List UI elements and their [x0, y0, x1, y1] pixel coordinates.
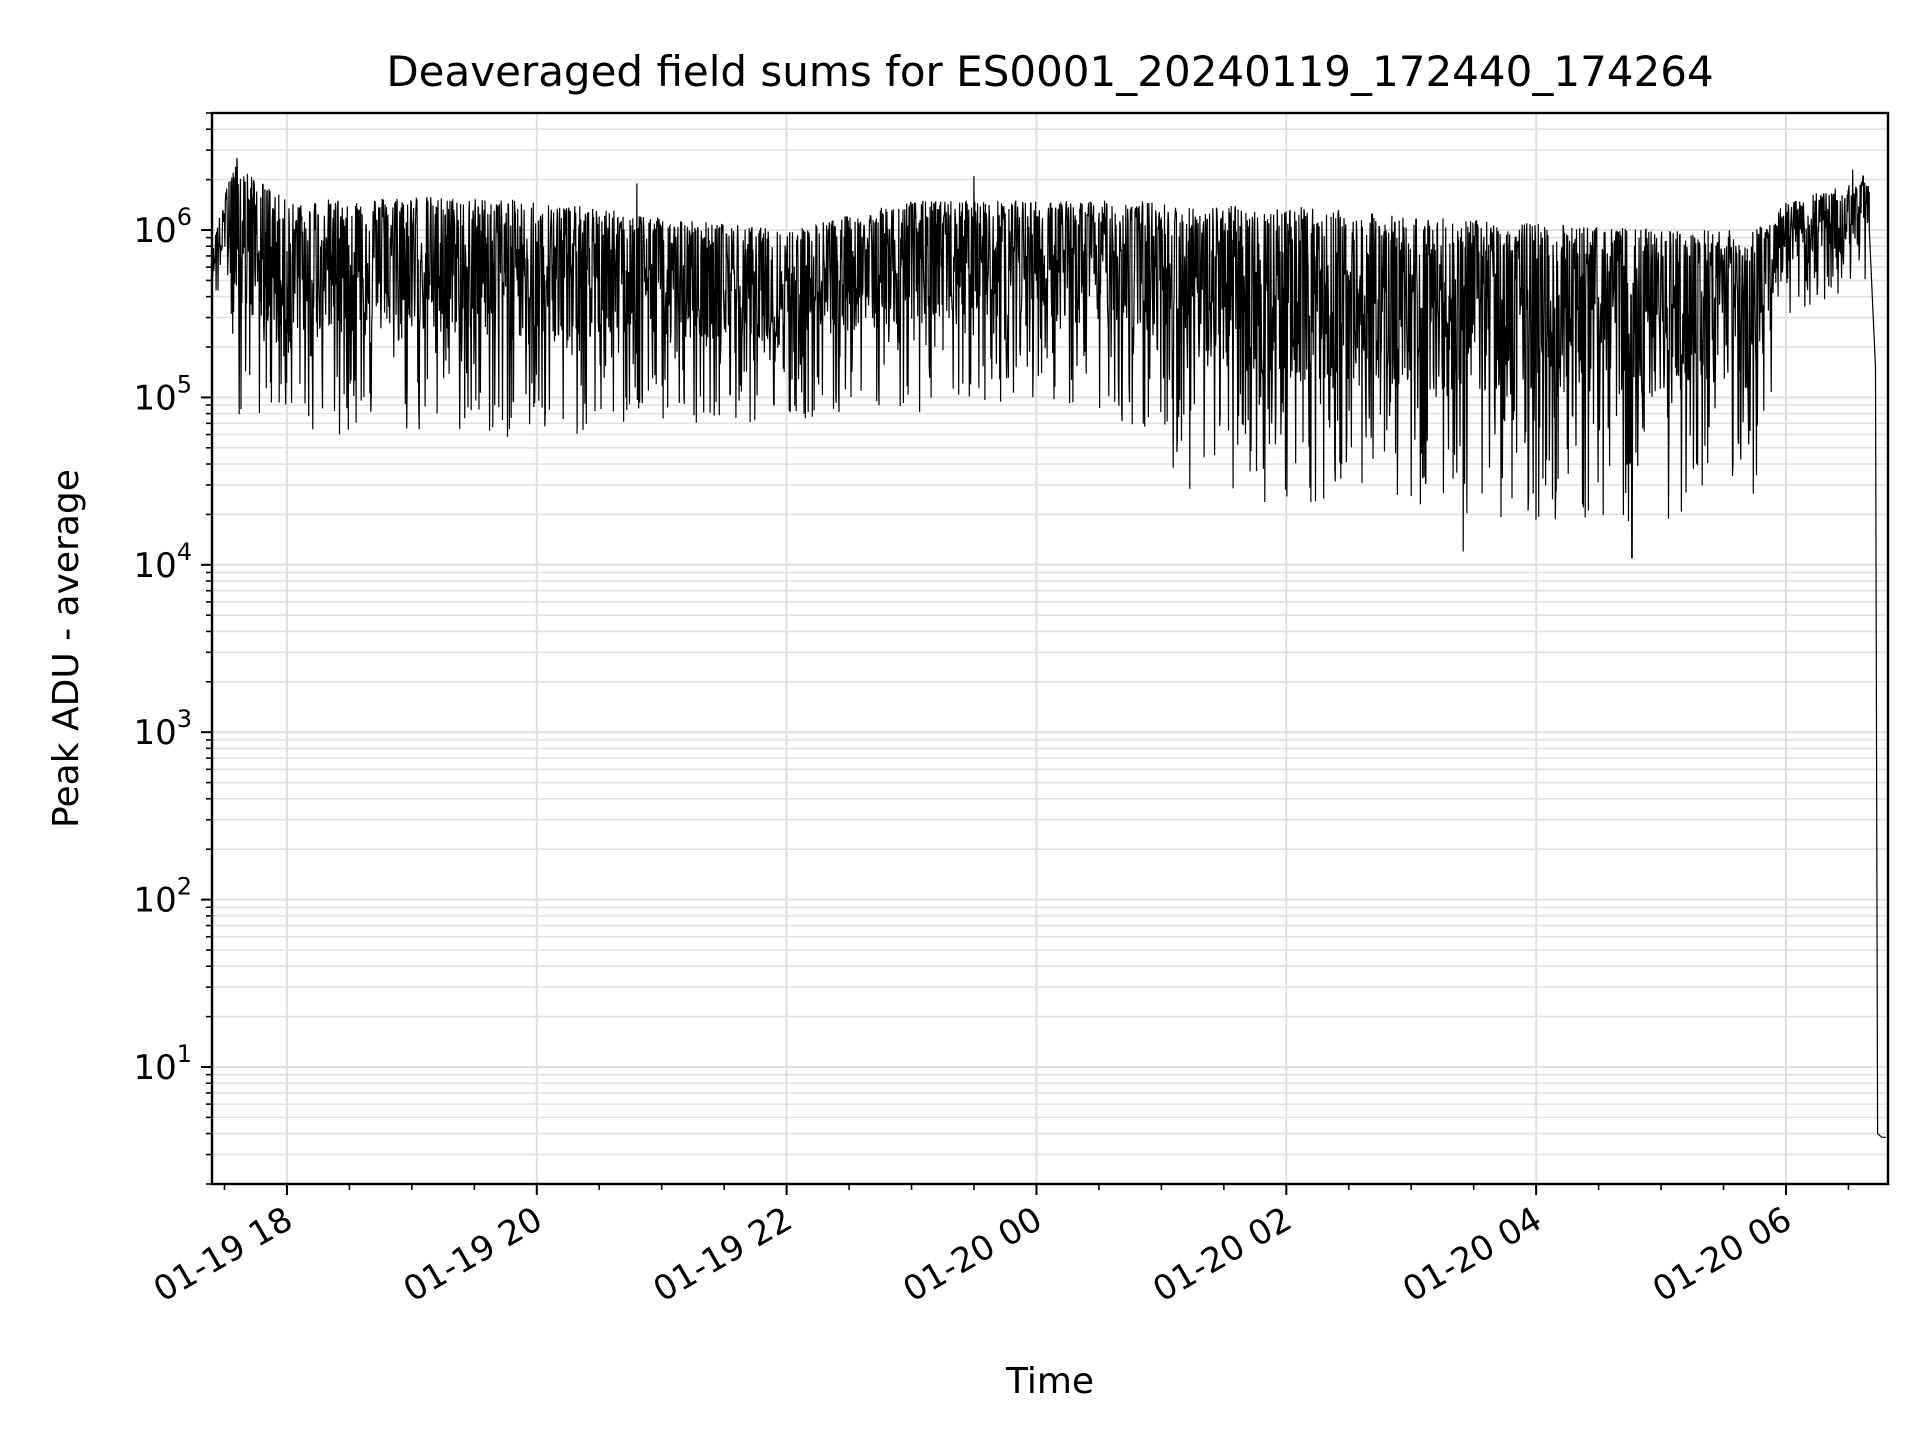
y-tick-label: 104: [133, 538, 192, 586]
y-tick-label: 105: [133, 370, 192, 418]
y-tick-label: 102: [133, 873, 192, 921]
series-line: [211, 157, 1886, 1138]
y-tick-label: 101: [133, 1040, 192, 1088]
chart-title: Deaveraged field sums for ES0001_2024011…: [386, 47, 1713, 96]
y-axis-label: Peak ADU - average: [46, 469, 87, 828]
y-tick-label: 103: [133, 705, 192, 753]
x-axis-label: Time: [1005, 1361, 1094, 1402]
plot-frame: [210, 111, 1890, 1186]
series: [211, 157, 1886, 1138]
y-tick-label: 106: [133, 203, 192, 251]
